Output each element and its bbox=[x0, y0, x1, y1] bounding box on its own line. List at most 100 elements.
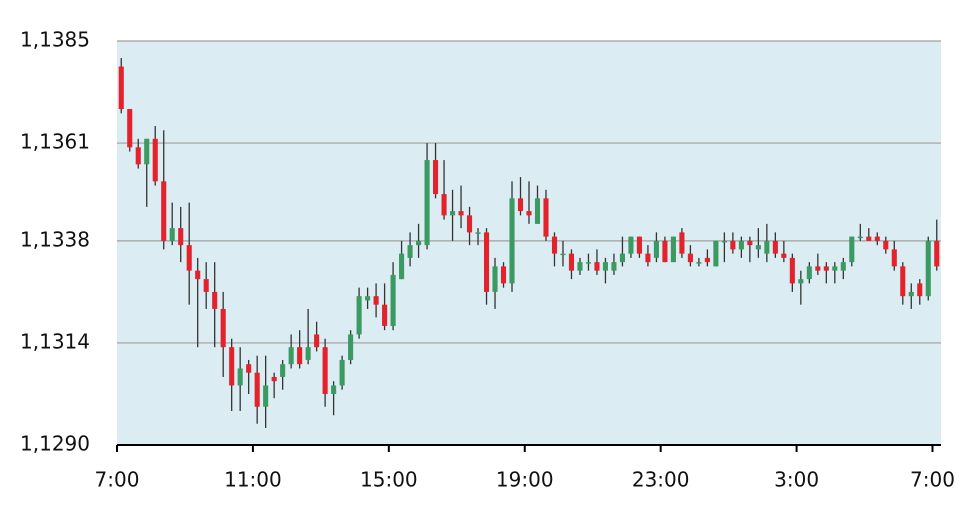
candle-body bbox=[704, 257, 710, 263]
candle-body bbox=[305, 347, 311, 360]
candle-body bbox=[144, 138, 150, 165]
x-tick-label: 7:00 bbox=[95, 468, 140, 492]
x-tick-label: 7:00 bbox=[910, 468, 955, 492]
candle-body bbox=[263, 385, 269, 407]
candle-body bbox=[934, 240, 940, 267]
candle-body bbox=[161, 181, 167, 241]
candle-body bbox=[169, 228, 175, 241]
candle-body bbox=[441, 194, 447, 216]
candle-body bbox=[254, 372, 260, 407]
candle-body bbox=[331, 385, 337, 394]
candle-body bbox=[492, 266, 498, 292]
candle-body bbox=[229, 347, 235, 386]
candle-body bbox=[738, 240, 744, 250]
candle-body bbox=[195, 270, 201, 280]
candle-body bbox=[789, 257, 795, 284]
candle-body bbox=[662, 240, 668, 263]
candle-body bbox=[433, 160, 439, 195]
candle-body bbox=[212, 291, 218, 309]
candle-body bbox=[509, 198, 515, 284]
candle-body bbox=[747, 240, 753, 246]
candle-body bbox=[849, 236, 855, 263]
x-tick-label: 3:00 bbox=[774, 468, 819, 492]
candle-body bbox=[526, 211, 532, 216]
candle-body bbox=[152, 138, 158, 182]
plot-background bbox=[117, 41, 941, 445]
candle-body bbox=[815, 266, 821, 271]
candle-body bbox=[866, 236, 872, 241]
candle-body bbox=[314, 334, 320, 348]
candle-body bbox=[500, 266, 507, 284]
candle-body bbox=[772, 240, 778, 254]
candle-body bbox=[832, 266, 838, 271]
candle-body bbox=[764, 240, 770, 254]
y-tick-label: 1,1385 bbox=[20, 28, 90, 52]
candle-body bbox=[407, 245, 413, 258]
candle-body bbox=[551, 236, 558, 254]
candle-body bbox=[399, 253, 405, 280]
candle-body bbox=[594, 262, 600, 271]
candle-body bbox=[339, 359, 345, 386]
candle-body bbox=[390, 274, 396, 326]
candle-body bbox=[543, 198, 549, 237]
candle-body bbox=[874, 236, 880, 241]
candle-body bbox=[271, 376, 277, 382]
candle-body bbox=[611, 262, 617, 271]
candle-body bbox=[713, 240, 719, 267]
candle-body bbox=[237, 368, 243, 386]
candle-body bbox=[466, 215, 473, 233]
candle-body bbox=[798, 279, 804, 284]
candle-body bbox=[721, 240, 727, 243]
candle-body bbox=[135, 147, 141, 165]
candle-body bbox=[628, 236, 634, 254]
candle-body bbox=[883, 240, 889, 250]
candle-body bbox=[348, 334, 354, 360]
candle-body bbox=[602, 262, 609, 271]
candle-body bbox=[900, 266, 906, 297]
candle-body bbox=[636, 236, 642, 254]
candle-body bbox=[186, 245, 192, 271]
candle-body bbox=[288, 347, 294, 365]
candle-body bbox=[280, 364, 286, 377]
candle-body bbox=[127, 109, 133, 148]
candle-body bbox=[917, 283, 923, 297]
candle-body bbox=[322, 347, 328, 394]
x-tick-label: 23:00 bbox=[632, 468, 690, 492]
candle-body bbox=[781, 253, 787, 258]
candle-body bbox=[178, 228, 184, 246]
candle-body bbox=[416, 240, 422, 246]
candle-body bbox=[891, 249, 897, 267]
candle-body bbox=[458, 211, 464, 216]
candle-body bbox=[577, 262, 583, 271]
candle-body bbox=[585, 262, 592, 264]
candle-body bbox=[475, 232, 481, 234]
candle-body bbox=[373, 296, 379, 305]
candle-body bbox=[653, 240, 659, 258]
candle-body bbox=[297, 347, 303, 365]
candle-body bbox=[823, 266, 829, 271]
candle-body bbox=[857, 236, 863, 239]
candle-body bbox=[908, 291, 914, 297]
x-tick-label: 19:00 bbox=[496, 468, 554, 492]
candle-body bbox=[382, 304, 388, 326]
candle-body bbox=[645, 253, 651, 263]
candle-body bbox=[670, 236, 676, 263]
x-tick-label: 15:00 bbox=[360, 468, 418, 492]
candle-body bbox=[534, 198, 541, 224]
candle-body bbox=[424, 160, 430, 246]
candle-body bbox=[840, 262, 846, 271]
candle-body bbox=[246, 364, 252, 373]
candle-body bbox=[730, 240, 736, 250]
candle-body bbox=[449, 211, 456, 216]
candle-body bbox=[619, 253, 625, 263]
candle-body bbox=[220, 308, 226, 348]
candle-body bbox=[806, 266, 812, 280]
candle-body bbox=[925, 240, 931, 297]
candle-body bbox=[755, 245, 761, 250]
candle-body bbox=[679, 232, 685, 254]
candle-body bbox=[517, 198, 524, 212]
y-tick-label: 1,1338 bbox=[20, 227, 90, 251]
y-tick-label: 1,1290 bbox=[20, 432, 90, 456]
candle-body bbox=[560, 253, 566, 256]
